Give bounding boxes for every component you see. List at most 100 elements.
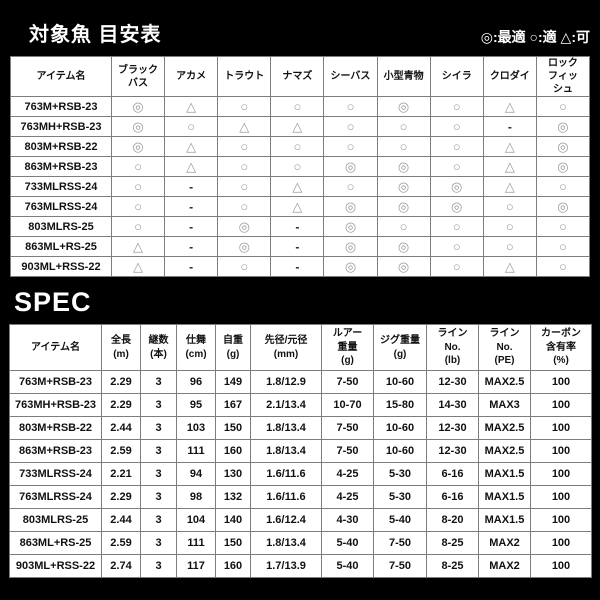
spec-column-header: 継数 (本) <box>140 324 177 371</box>
fish-mark-cell: ○ <box>164 116 219 137</box>
spec-value-cell: 1.8/13.4 <box>250 531 322 555</box>
spec-heading: SPEC <box>14 287 92 317</box>
spec-value-cell: 111 <box>176 531 216 555</box>
fish-mark-cell: ○ <box>110 216 166 237</box>
spec-value-cell: 4-30 <box>321 508 374 532</box>
spec-value-cell: 7-50 <box>321 416 374 440</box>
spec-item-name: 763MLRSS-24 <box>9 485 102 509</box>
spec-item-name: 803M+RSB-22 <box>9 416 102 440</box>
spec-value-cell: MAX2 <box>478 554 531 578</box>
fish-mark-cell: ○ <box>217 256 272 277</box>
fish-column-header: クロダイ <box>482 56 537 97</box>
fish-mark-cell: ○ <box>323 116 378 137</box>
spec-value-cell: 130 <box>215 462 251 486</box>
spec-value-cell: 95 <box>176 393 216 417</box>
spec-value-cell: 5-30 <box>373 462 427 486</box>
fish-mark-cell: - <box>164 216 219 237</box>
fish-mark-cell: ◎ <box>323 236 378 257</box>
spec-value-cell: 7-50 <box>321 439 374 463</box>
fish-mark-cell: △ <box>482 256 537 277</box>
fish-mark-cell: ○ <box>535 256 591 277</box>
fish-item-name: 763MLRSS-24 <box>10 196 112 217</box>
spec-value-cell: 8-25 <box>426 531 479 555</box>
spec-value-cell: 100 <box>530 554 592 578</box>
spec-column-header: ジグ重量 (g) <box>373 324 427 371</box>
spec-value-cell: MAX1.5 <box>478 485 531 509</box>
fish-mark-cell: ◎ <box>535 136 591 157</box>
spec-value-cell: 111 <box>176 439 216 463</box>
fish-mark-cell: - <box>270 256 325 277</box>
fish-row: 803M+RSB-22 ◎ △ ○ ○ ○ ○ ○ △ ◎ <box>10 136 591 157</box>
spec-table: アイテム名 全長 (m) 継数 (本) 仕舞 (cm) 自重 (g) 先径/元径 (mm) ルアー 重量… <box>9 324 592 578</box>
fish-mark-cell: ◎ <box>323 156 378 177</box>
spec-table-header-row: アイテム名 全長 (m) 継数 (本) 仕舞 (cm) 自重 (g) 先径/元径 (mm) ルアー 重量… <box>9 324 592 371</box>
spec-column-header: アイテム名 <box>9 324 102 371</box>
spec-value-cell: MAX2.5 <box>478 439 531 463</box>
fish-mark-cell: ◎ <box>376 176 431 197</box>
fish-mark-cell: - <box>164 196 219 217</box>
spec-value-cell: 1.7/13.9 <box>250 554 322 578</box>
spec-column-header: 仕舞 (cm) <box>176 324 216 371</box>
fish-mark-cell: △ <box>270 196 325 217</box>
fish-mark-cell: ◎ <box>323 256 378 277</box>
spec-value-cell: 150 <box>215 416 251 440</box>
fish-mark-cell: ○ <box>429 116 484 137</box>
spec-value-cell: 5-40 <box>321 554 374 578</box>
spec-value-cell: 2.1/13.4 <box>250 393 322 417</box>
fish-mark-cell: ○ <box>429 136 484 157</box>
spec-value-cell: 7-50 <box>373 531 427 555</box>
fish-mark-cell: ○ <box>217 196 272 217</box>
spec-value-cell: MAX1.5 <box>478 462 531 486</box>
fish-mark-cell: ○ <box>217 176 272 197</box>
spec-value-cell: 103 <box>176 416 216 440</box>
fish-mark-cell: ◎ <box>110 96 166 117</box>
spec-value-cell: 1.8/12.9 <box>250 370 322 394</box>
spec-value-cell: 8-20 <box>426 508 479 532</box>
spec-value-cell: 2.44 <box>101 416 141 440</box>
fish-table-title-bar: 対象魚 目安表 ◎:最適 ○:適 △:可 <box>10 18 590 47</box>
spec-column-header: 自重 (g) <box>215 324 251 371</box>
fish-mark-cell: ○ <box>110 156 166 177</box>
fish-column-header: ナマズ <box>270 56 325 97</box>
spec-value-cell: 2.29 <box>101 393 141 417</box>
fish-mark-cell: ◎ <box>535 196 591 217</box>
fish-mark-cell: ◎ <box>376 236 431 257</box>
spec-value-cell: 100 <box>530 393 592 417</box>
fish-mark-cell: ○ <box>376 116 431 137</box>
fish-mark-cell: ○ <box>376 136 431 157</box>
fish-mark-cell: ◎ <box>376 196 431 217</box>
fish-mark-cell: ◎ <box>323 216 378 237</box>
spec-value-cell: MAX2 <box>478 531 531 555</box>
spec-value-cell: 10-60 <box>373 370 427 394</box>
fish-mark-cell: △ <box>110 236 166 257</box>
fish-mark-cell: △ <box>164 136 219 157</box>
fish-mark-cell: - <box>164 236 219 257</box>
fish-mark-cell: △ <box>110 256 166 277</box>
fish-mark-cell: △ <box>482 96 537 117</box>
fish-column-header: トラウト <box>217 56 272 97</box>
fish-row: 903ML+RSS-22 △ - ○ - ◎ ◎ ○ △ ○ <box>10 256 591 277</box>
fish-item-name: 863ML+RS-25 <box>10 236 112 257</box>
fish-mark-cell: ○ <box>429 96 484 117</box>
fish-mark-cell: ○ <box>482 216 537 237</box>
spec-value-cell: 150 <box>215 531 251 555</box>
fish-mark-cell: ○ <box>482 236 537 257</box>
fish-mark-cell: ○ <box>535 236 591 257</box>
fish-mark-cell: ○ <box>535 176 591 197</box>
fish-mark-cell: ○ <box>323 176 378 197</box>
spec-value-cell: 3 <box>140 554 177 578</box>
spec-value-cell: 100 <box>530 485 592 509</box>
fish-mark-cell: ○ <box>323 136 378 157</box>
spec-column-header: ライン No. (PE) <box>478 324 531 371</box>
spec-value-cell: 2.29 <box>101 485 141 509</box>
spec-row: 863ML+RS-25 2.59 3 111 150 1.8/13.4 5-40 7-50 8-… <box>9 531 592 555</box>
spec-value-cell: 6-16 <box>426 462 479 486</box>
page-title: 対象魚 目安表 <box>29 24 162 46</box>
fish-mark-cell: △ <box>270 116 325 137</box>
fish-column-header: シイラ <box>429 56 484 97</box>
spec-value-cell: MAX1.5 <box>478 508 531 532</box>
spec-column-header: 先径/元径 (mm) <box>250 324 322 371</box>
spec-value-cell: 117 <box>176 554 216 578</box>
spec-value-cell: 3 <box>140 531 177 555</box>
fish-row: 763M+RSB-23 ◎ △ ○ ○ ○ ◎ ○ △ ○ <box>10 96 591 117</box>
